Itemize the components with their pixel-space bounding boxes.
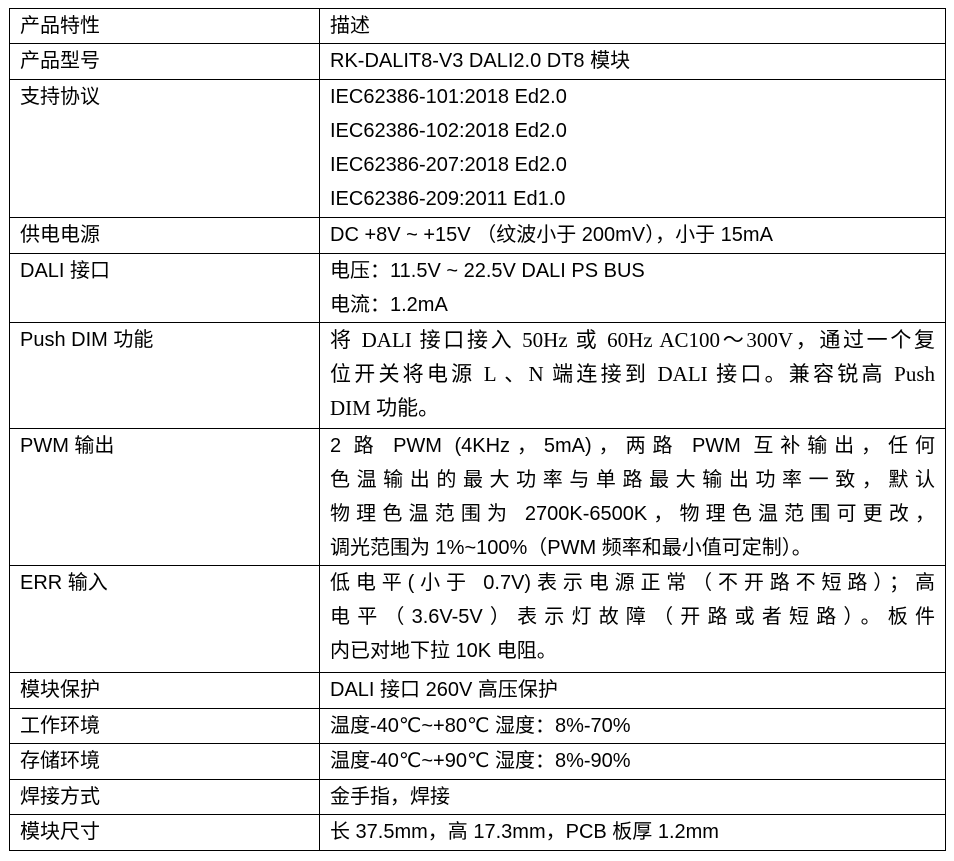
table-header-row: 产品特性 描述 (9, 8, 946, 44)
table-row: 存储环境 温度-40℃~+90℃ 湿度：8%-90% (9, 743, 946, 780)
description-cell: IEC62386-101:2018 Ed2.0 IEC62386-102:2018… (319, 79, 946, 218)
description-line: 长 37.5mm，高 17.3mm，PCB 板厚 1.2mm (330, 821, 719, 843)
table-row: DALI 接口 电压：11.5V ~ 22.5V DALI PS BUS 电流：1.… (9, 253, 946, 323)
feature-cell: 模块保护 (9, 672, 320, 709)
description-line: IEC62386-207:2018 Ed2.0 (330, 154, 567, 176)
feature-cell: 供电电源 (9, 217, 320, 254)
description-cell: DALI 接口 260V 高压保护 (319, 672, 946, 709)
feature-cell: Push DIM 功能 (9, 322, 320, 429)
description-line: 色温输出的最大功率与单路最大输出功率一致，默认 (330, 469, 935, 491)
description-line: 低电平(小于 0.7V)表示电源正常（不开路不短路）；高 (330, 572, 935, 594)
description-cell: 金手指，焊接 (319, 779, 946, 815)
table-row: 产品型号 RK-DALIT8-V3 DALI2.0 DT8 模块 (9, 43, 946, 80)
feature-cell: 工作环境 (9, 708, 320, 744)
feature-cell: 焊接方式 (9, 779, 320, 815)
table-row: 焊接方式 金手指，焊接 (9, 779, 946, 815)
feature-cell: 支持协议 (9, 79, 320, 218)
description-cell: 低电平(小于 0.7V)表示电源正常（不开路不短路）；高 电平（3.6V-5V）表… (319, 565, 946, 673)
feature-cell: 存储环境 (9, 743, 320, 780)
feature-cell: ERR 输入 (9, 565, 320, 673)
table-row: 支持协议 IEC62386-101:2018 Ed2.0 IEC62386-102:… (9, 79, 946, 218)
description-line: 位开关将电源 L 、N 端连接到 DALI 接口。兼容锐高 Push (330, 362, 935, 386)
description-line: 温度-40℃~+80℃ 湿度：8%-70% (330, 715, 631, 737)
description-line: RK-DALIT8-V3 DALI2.0 DT8 模块 (330, 50, 631, 72)
table-row: Push DIM 功能将 DALI 接口接入 50Hz 或 60Hz AC100… (9, 322, 946, 429)
description-line: DALI 接口 260V 高压保护 (330, 679, 558, 701)
description-line: IEC62386-209:2011 Ed1.0 (330, 188, 566, 210)
description-line: DIM 功能。 (330, 396, 440, 420)
description-cell: 电压：11.5V ~ 22.5V DALI PS BUS 电流：1.2mA (319, 253, 946, 323)
table-row: 模块保护 DALI 接口 260V 高压保护 (9, 672, 946, 709)
table-row: PWM 输出 2 路 PWM (4KHz，5mA)，两路 PWM 互补输出，任何色… (9, 428, 946, 566)
description-line: 物理色温范围为 2700K-6500K，物理色温范围可更改， (330, 503, 935, 525)
description-line: DC +8V ~ +15V （纹波小于 200mV），小于 15mA (330, 224, 773, 246)
description-line: IEC62386-102:2018 Ed2.0 (330, 120, 567, 142)
description-line: IEC62386-101:2018 Ed2.0 (330, 86, 567, 108)
feature-cell: PWM 输出 (9, 428, 320, 566)
header-description: 描述 (319, 8, 946, 44)
description-line: 电压：11.5V ~ 22.5V DALI PS BUS (330, 260, 645, 282)
description-line: 调光范围为 1%~100%（PWM 频率和最小值可定制）。 (330, 537, 812, 559)
description-line: 温度-40℃~+90℃ 湿度：8%-90% (330, 750, 631, 772)
feature-cell: DALI 接口 (9, 253, 320, 323)
table-row: 供电电源 DC +8V ~ +15V （纹波小于 200mV），小于 15mA (9, 217, 946, 254)
description-cell: 将 DALI 接口接入 50Hz 或 60Hz AC100～300V，通过一个复… (319, 322, 946, 429)
description-cell: 长 37.5mm，高 17.3mm，PCB 板厚 1.2mm (319, 814, 946, 851)
description-line: 内已对地下拉 10K 电阻。 (330, 640, 557, 662)
header-feature: 产品特性 (9, 8, 320, 44)
description-line: 2 路 PWM (4KHz，5mA)，两路 PWM 互补输出，任何 (330, 435, 935, 457)
description-line: 将 DALI 接口接入 50Hz 或 60Hz AC100～300V，通过一个复 (330, 328, 935, 352)
description-line: 金手指，焊接 (330, 786, 450, 808)
description-line: 电流：1.2mA (330, 294, 448, 316)
table-row: 模块尺寸长 37.5mm，高 17.3mm，PCB 板厚 1.2mm (9, 814, 946, 851)
feature-cell: 模块尺寸 (9, 814, 320, 851)
table-row: ERR 输入 低电平(小于 0.7V)表示电源正常（不开路不短路）；高 电平（3.6… (9, 565, 946, 673)
feature-cell: 产品型号 (9, 43, 320, 80)
description-cell: 2 路 PWM (4KHz，5mA)，两路 PWM 互补输出，任何 色温输出的最大… (319, 428, 946, 566)
spec-table: 产品特性 描述 产品型号 RK-DALIT8-V3 DALI2.0 DT8 模块支… (9, 8, 946, 851)
description-line: 电平（3.6V-5V）表示灯故障（开路或者短路）。板件 (330, 606, 935, 628)
description-cell: RK-DALIT8-V3 DALI2.0 DT8 模块 (319, 43, 946, 80)
description-cell: 温度-40℃~+90℃ 湿度：8%-90% (319, 743, 946, 780)
description-cell: 温度-40℃~+80℃ 湿度：8%-70% (319, 708, 946, 744)
description-cell: DC +8V ~ +15V （纹波小于 200mV），小于 15mA (319, 217, 946, 254)
table-row: 工作环境 温度-40℃~+80℃ 湿度：8%-70% (9, 708, 946, 744)
